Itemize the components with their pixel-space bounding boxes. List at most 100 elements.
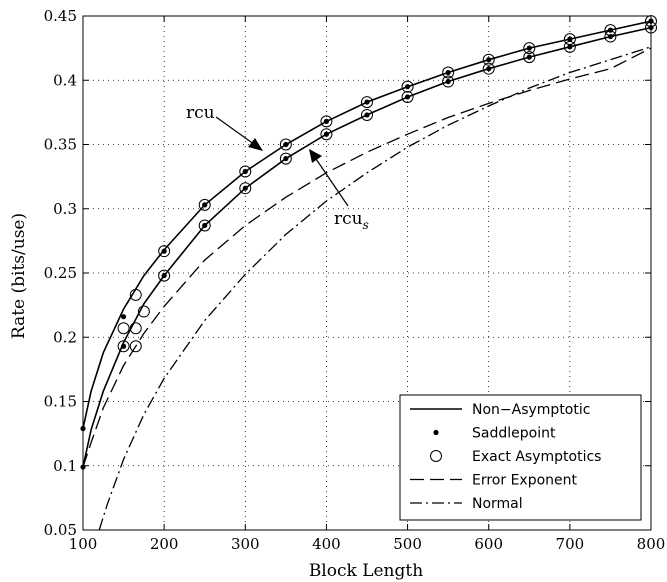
exact-asymptotics-point [279,152,292,165]
saddlepoint-point [445,69,451,76]
annotation-rcu-arrow-line [215,116,259,148]
exact-asymptotics-point [320,115,333,128]
saddlepoint-point [323,131,330,137]
exact-asymptotics-point [117,340,130,353]
y-tick-label: 0.35 [44,136,77,154]
legend: Non−Asymptotic Saddlepoint Exact Asymptoti… [399,394,642,521]
saddlepoint-point [364,99,370,105]
annotation-rcu-s-label: rcus [334,209,369,232]
annotation-rcu-label: rcu [186,103,215,123]
exact-asymptotics-point [523,42,536,55]
exact-asymptotics-point [198,198,211,211]
saddlepoint-point [364,112,370,118]
legend-label: Error Exponent [472,473,578,489]
x-tick-label: 200 [150,535,179,553]
saddlepoint-point [202,222,208,229]
y-tick-label: 0.3 [53,200,77,218]
exact-asymptotics-point [320,128,333,141]
legend-swatch [430,450,442,462]
exact-asymptotics-point [129,288,142,301]
exact-asymptotics-point [198,219,211,232]
annotation-rcu: rcu [186,103,263,151]
y-axis-label: Rate (bits/use) [9,213,29,339]
x-tick-label: 300 [231,535,260,553]
x-tick-label: 600 [474,535,503,553]
saddlepoint-point [202,202,208,208]
saddlepoint-point [445,78,451,85]
saddlepoint-point [486,66,492,72]
exact-asymptotics-point [129,340,142,353]
saddlepoint-point [486,57,492,63]
exact-asymptotics-point [482,62,495,75]
plot-series [80,15,657,531]
exact-asymptotics-point [442,66,455,79]
exact-asymptotics-point [604,30,617,43]
legend-label: Non−Asymptotic [472,402,590,418]
saddlepoint-point [404,94,411,100]
exact-asymptotics-point [239,165,252,178]
y-tick-label: 0.1 [53,457,77,475]
series-dash [82,47,652,468]
series-line [98,46,652,531]
x-tick-label: 400 [312,535,341,553]
exact-asymptotics-point [401,90,414,103]
exact-asymptotics-point [442,75,455,88]
y-tick-label: 0.2 [53,328,77,346]
exact-asymptotics-point [604,24,617,37]
series-dot [80,18,654,470]
saddlepoint-point [283,141,289,148]
exact-asymptotics-point [239,182,252,195]
y-tick-label: 0.15 [44,393,77,411]
annotation-rcu-arrowhead [248,138,263,151]
x-tick-label: 700 [556,535,585,553]
exact-asymptotics-point [523,51,536,64]
exact-asymptotics-point [137,305,150,318]
y-tick-label: 0.4 [53,71,77,89]
exact-asymptotics-point [158,269,171,282]
exact-asymptotics-point [401,80,414,93]
x-tick-label: 800 [637,535,666,553]
annotation-rcu-s-arrowhead [309,149,322,163]
y-tick-label: 0.45 [44,7,77,25]
saddlepoint-point [161,272,167,279]
legend-label: Saddlepoint [472,426,556,442]
x-tick-label: 500 [393,535,422,553]
exact-asymptotics-point [279,138,292,151]
series-dashdot [98,46,652,531]
series-circle [117,15,657,353]
x-tick-label: 100 [69,535,98,553]
exact-asymptotics-point [563,33,576,46]
saddlepoint-point [283,156,289,162]
saddlepoint-point [404,84,411,90]
axis-ticks: 100 200 300 400 500 600 700 800 0.05 0.1 0.15 0.2 0.… [44,7,666,553]
legend-box [399,394,642,521]
annotation-rcu-s: rcus [309,149,369,232]
saddlepoint-point [242,185,248,191]
saddlepoint-point [242,168,248,175]
exact-asymptotics-point [361,96,373,109]
y-tick-label: 0.05 [44,521,77,539]
y-tick-label: 0.25 [44,264,77,282]
saddlepoint-point [607,27,614,33]
saddlepoint-point [120,314,127,320]
saddlepoint-point [323,118,330,124]
exact-asymptotics-point [129,322,142,335]
exact-asymptotics-point [361,108,373,121]
series-line [82,47,652,468]
legend-label: Exact Asymptotics [472,449,601,465]
exact-asymptotics-point [563,40,576,53]
series-solid [82,20,652,429]
saddlepoint-point [526,54,532,60]
saddlepoint-point [567,44,573,50]
saddlepoint-point [567,36,573,42]
exact-asymptotics-point [158,245,171,258]
saddlepoint-point [161,248,167,254]
saddlepoint-point [120,343,127,349]
legend-label: Normal [472,496,523,512]
x-axis-label: Block Length [309,561,423,581]
saddlepoint-point [607,33,614,40]
annotation-rcu-s-subscript: s [363,218,369,232]
series-line [82,20,652,429]
annotation-rcu-s-arrow-line [313,155,349,207]
